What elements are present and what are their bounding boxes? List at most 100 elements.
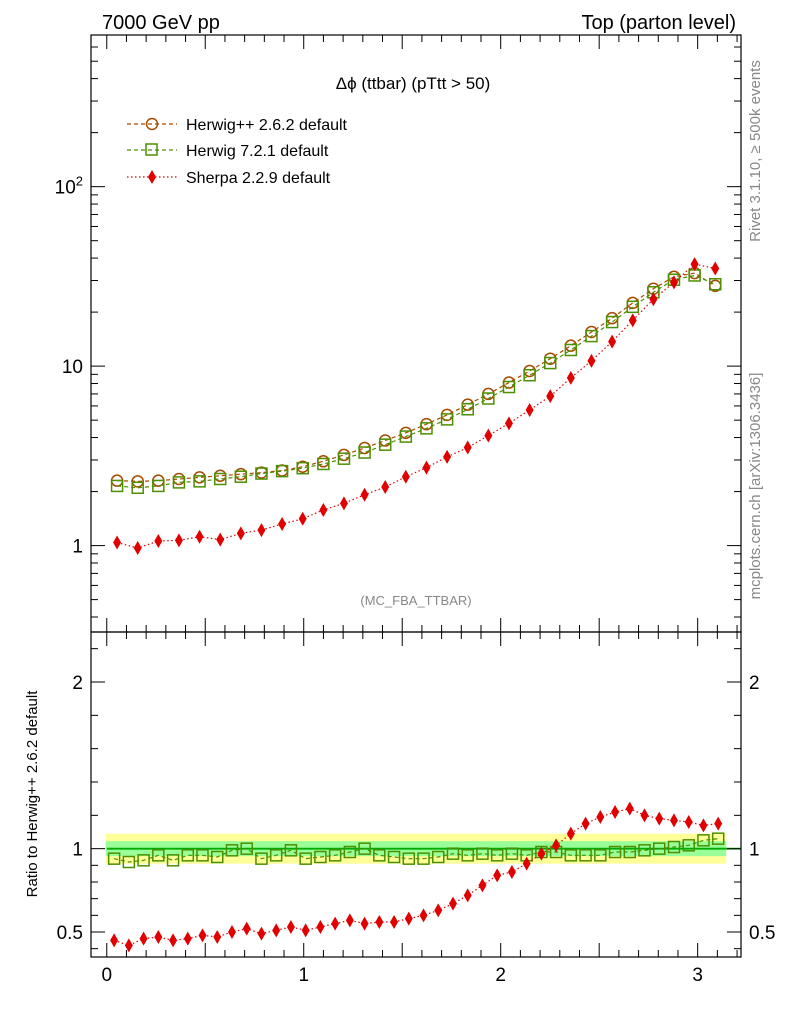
ratio-point bbox=[196, 849, 209, 862]
ratio-point bbox=[255, 852, 268, 865]
ratio-point bbox=[183, 931, 192, 946]
ratio-line bbox=[113, 808, 719, 946]
data-point bbox=[236, 526, 245, 541]
ratio-point bbox=[107, 852, 121, 865]
ratio-point bbox=[596, 810, 605, 824]
series-line bbox=[117, 272, 716, 482]
data-point bbox=[337, 448, 351, 462]
ratio-ytick-label-right: 0.5 bbox=[749, 923, 775, 944]
ratio-point bbox=[154, 930, 163, 944]
legend-label-herwig7: Herwig 7.2.1 default bbox=[186, 143, 329, 160]
data-point bbox=[337, 452, 351, 465]
xtick-label: 1 bbox=[298, 965, 309, 986]
ratio-ytick-label-right: 2 bbox=[749, 673, 760, 694]
ratio-point bbox=[272, 923, 281, 938]
ratio-point bbox=[257, 926, 266, 941]
ratio-point bbox=[638, 844, 651, 857]
data-point bbox=[564, 339, 578, 352]
ratio-point bbox=[198, 928, 207, 943]
data-point bbox=[378, 438, 392, 451]
ratio-point bbox=[225, 844, 239, 857]
xtick-label: 3 bbox=[692, 965, 703, 986]
ratio-point bbox=[434, 903, 443, 918]
ratio-point bbox=[564, 849, 578, 862]
ratio-point bbox=[122, 855, 136, 869]
legend: Herwig++ 2.6.2 default Herwig 7.2.1 defa… bbox=[127, 117, 348, 187]
data-point bbox=[213, 472, 227, 486]
ratio-point bbox=[478, 878, 487, 893]
data-point bbox=[358, 446, 371, 459]
ratio-point bbox=[566, 826, 575, 841]
rivet-label: Rivet 3.1.10, ≥ 500k events bbox=[747, 60, 764, 242]
ratio-point bbox=[390, 915, 399, 929]
data-point bbox=[422, 460, 431, 475]
data-point bbox=[275, 464, 289, 478]
ratio-point bbox=[417, 852, 430, 865]
data-point bbox=[131, 475, 144, 488]
ratio-point bbox=[375, 915, 384, 929]
ratio-point bbox=[714, 816, 723, 831]
ratio-series-group bbox=[107, 801, 725, 953]
data-point bbox=[626, 296, 639, 310]
ratio-ytick-label-right: 1 bbox=[749, 840, 760, 861]
data-point bbox=[257, 523, 266, 538]
ratio-point bbox=[448, 896, 457, 911]
ratio-frame bbox=[90, 631, 742, 958]
ratio-point bbox=[697, 834, 710, 847]
ratio-point bbox=[653, 842, 666, 855]
ratio-point bbox=[284, 844, 298, 857]
ratio-point bbox=[314, 850, 327, 864]
ratio-point bbox=[581, 816, 590, 831]
ratio-point bbox=[299, 852, 312, 865]
ratio-point bbox=[711, 832, 725, 845]
ratio-point bbox=[655, 811, 664, 826]
ratio-point bbox=[625, 801, 634, 816]
ratio-line bbox=[113, 838, 719, 863]
ratio-point bbox=[387, 850, 401, 864]
ratio-point bbox=[152, 849, 165, 862]
main-ytick-label: 1 bbox=[72, 537, 83, 558]
ratio-point bbox=[345, 913, 354, 928]
legend-marker-herwig7 bbox=[145, 143, 158, 156]
data-point bbox=[317, 457, 330, 471]
data-point bbox=[110, 479, 124, 493]
ratio-point bbox=[358, 842, 371, 855]
legend-entry-herwig7: Herwig 7.2.1 default bbox=[127, 143, 329, 160]
data-point bbox=[523, 364, 536, 378]
ratio-point bbox=[640, 808, 649, 823]
ratio-point bbox=[594, 849, 607, 862]
data-point bbox=[319, 502, 328, 517]
ratio-point bbox=[623, 845, 637, 859]
data-point bbox=[195, 529, 204, 544]
x-axis-labels: 0 1 2 3 bbox=[101, 965, 702, 986]
data-point bbox=[502, 380, 516, 394]
ratio-point bbox=[181, 849, 195, 862]
main-ytick-label: 10 bbox=[62, 357, 83, 378]
xtick-label: 2 bbox=[495, 965, 506, 986]
analysis-tag: (MC_FBA_TTBAR) bbox=[360, 593, 471, 608]
data-point bbox=[564, 343, 578, 357]
data-point bbox=[587, 353, 596, 368]
data-point bbox=[113, 535, 122, 550]
data-point bbox=[482, 392, 495, 405]
data-point bbox=[298, 511, 307, 526]
ratio-point bbox=[166, 854, 180, 867]
data-point bbox=[133, 540, 142, 555]
ratio-point bbox=[124, 938, 133, 953]
data-point bbox=[216, 532, 225, 547]
legend-entry-herwig-pp: Herwig++ 2.6.2 default bbox=[127, 117, 348, 134]
ratio-point bbox=[373, 849, 386, 862]
header-right: Top (parton level) bbox=[581, 12, 736, 34]
main-ytick-label: 102 bbox=[55, 174, 83, 199]
ratio-point bbox=[269, 849, 283, 862]
series-2 bbox=[113, 257, 720, 555]
legend-label-herwig-pp: Herwig++ 2.6.2 default bbox=[186, 117, 348, 134]
ratio-point bbox=[432, 850, 445, 864]
ratio-point bbox=[446, 847, 460, 860]
data-point bbox=[523, 368, 536, 382]
ratio-point bbox=[331, 916, 340, 931]
data-point bbox=[443, 449, 452, 464]
data-point bbox=[440, 408, 454, 422]
data-point bbox=[381, 480, 390, 495]
ratio-point bbox=[682, 839, 695, 852]
